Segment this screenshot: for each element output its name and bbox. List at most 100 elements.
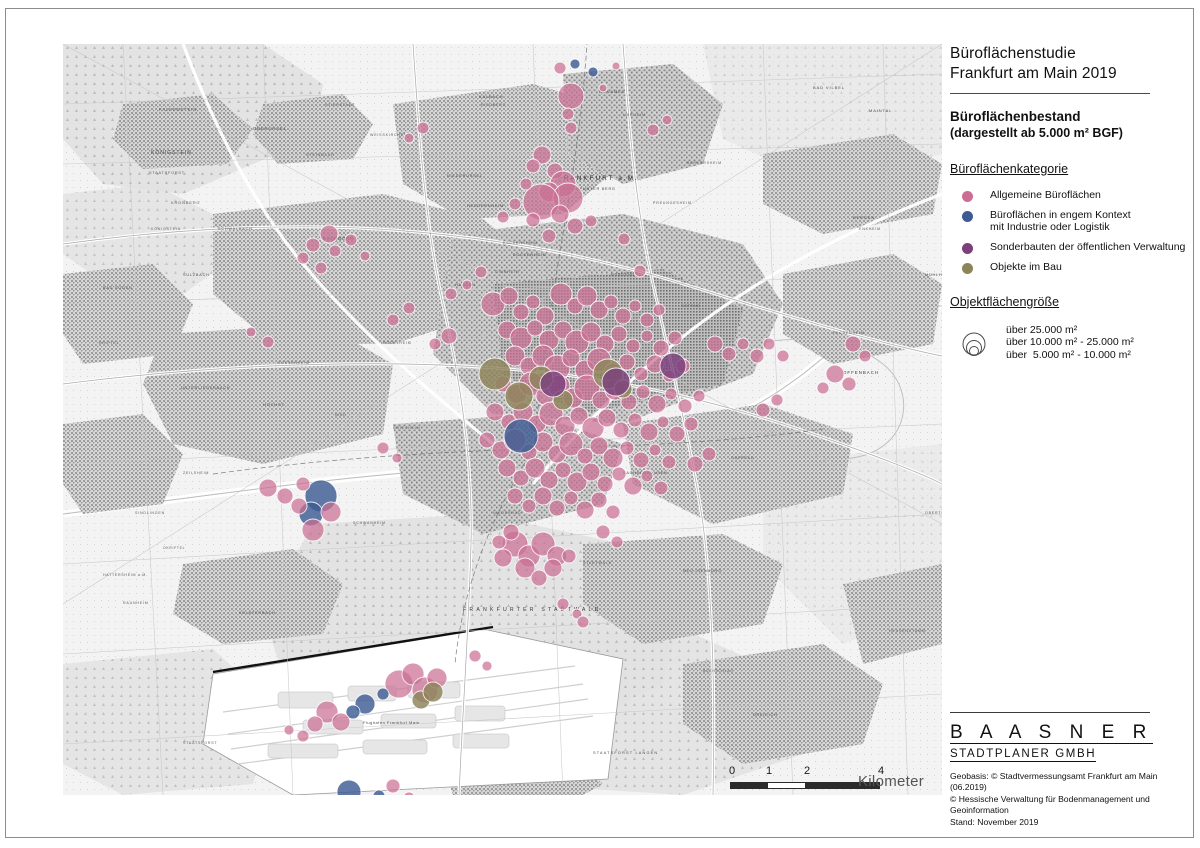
map-bubble[interactable] <box>640 469 654 483</box>
map-bubble[interactable] <box>576 615 590 629</box>
map-bubble[interactable] <box>668 425 686 443</box>
map-bubble[interactable] <box>525 294 541 310</box>
map-bubble[interactable] <box>258 478 278 498</box>
map-bubble[interactable] <box>736 337 750 351</box>
map-bubble[interactable] <box>331 712 351 732</box>
map-bubble[interactable] <box>499 286 519 306</box>
map-bubble[interactable] <box>659 352 687 380</box>
map-bubble[interactable] <box>627 412 643 428</box>
map-bubble[interactable] <box>639 422 659 442</box>
map-bubble[interactable] <box>598 83 608 93</box>
map-bubble[interactable] <box>566 471 588 493</box>
map-bubble[interactable] <box>605 504 621 520</box>
map-bubble[interactable] <box>478 431 496 449</box>
map-bubble[interactable] <box>611 466 627 482</box>
map-bubble[interactable] <box>354 693 376 715</box>
map-bubble[interactable] <box>474 265 488 279</box>
map-bubble[interactable] <box>315 700 339 724</box>
map-bubble[interactable] <box>503 418 539 454</box>
map-bubble[interactable] <box>563 490 579 506</box>
map-bubble[interactable] <box>683 416 699 432</box>
map-bubble[interactable] <box>245 326 257 338</box>
map-bubble[interactable] <box>561 107 575 121</box>
map-bubble[interactable] <box>564 121 578 135</box>
map-bubble[interactable] <box>539 370 567 398</box>
legend-item-verwaltung[interactable]: Sonderbauten der öffentlichen Verwaltung <box>950 241 1190 254</box>
map-bubble[interactable] <box>841 376 857 392</box>
map-bubble[interactable] <box>611 61 621 71</box>
map-bubble[interactable] <box>602 447 624 469</box>
map-bubble[interactable] <box>491 534 507 550</box>
map-bubble[interactable] <box>522 183 560 221</box>
map-bubble-layer[interactable] <box>245 58 872 795</box>
map-bubble[interactable] <box>776 349 790 363</box>
map-bubble[interactable] <box>844 335 862 353</box>
map-bubble[interactable] <box>283 724 295 736</box>
map-bubble[interactable] <box>541 228 557 244</box>
map-bubble[interactable] <box>632 451 650 469</box>
map-bubble[interactable] <box>661 454 677 470</box>
map-bubble[interactable] <box>647 394 667 414</box>
map-bubble[interactable] <box>512 303 530 321</box>
map-bubble[interactable] <box>535 306 555 326</box>
map-bubble[interactable] <box>589 300 609 320</box>
map-bubble[interactable] <box>633 264 647 278</box>
map-bubble[interactable] <box>504 381 534 411</box>
map-bubble[interactable] <box>762 337 776 351</box>
map-bubble[interactable] <box>305 237 321 253</box>
map-bubble[interactable] <box>721 346 737 362</box>
map-bubble[interactable] <box>816 381 830 395</box>
map-bubble[interactable] <box>610 535 624 549</box>
map-bubble[interactable] <box>512 469 530 487</box>
map-bubble[interactable] <box>320 501 342 523</box>
map-bubble[interactable] <box>569 406 589 426</box>
map-bubble[interactable] <box>576 447 594 465</box>
map-bubble[interactable] <box>625 338 641 354</box>
map-bubble[interactable] <box>561 548 577 564</box>
map-bubble[interactable] <box>526 319 544 337</box>
map-bubble[interactable] <box>506 487 524 505</box>
map-bubble[interactable] <box>701 446 717 462</box>
map-bubble[interactable] <box>525 158 541 174</box>
map-bubble[interactable] <box>444 287 458 301</box>
map-bubble[interactable] <box>440 327 458 345</box>
legend-item-industrie[interactable]: Büroflächen in engem Kontext mit Industri… <box>950 209 1190 234</box>
map-bubble[interactable] <box>825 364 845 384</box>
map-bubble[interactable] <box>640 329 654 343</box>
map-bubble[interactable] <box>519 177 533 191</box>
map-bubble[interactable] <box>571 608 583 620</box>
map-bubble[interactable] <box>530 569 548 587</box>
map-bubble[interactable] <box>648 443 662 457</box>
map-bubble[interactable] <box>508 197 522 211</box>
map-bubble[interactable] <box>591 390 611 410</box>
map-bubble[interactable] <box>514 557 536 579</box>
map-bubble[interactable] <box>612 421 630 439</box>
map-bubble[interactable] <box>359 250 371 262</box>
map-bubble[interactable] <box>558 431 584 457</box>
legend-item-bau[interactable]: Objekte im Bau <box>950 261 1190 274</box>
map-bubble[interactable] <box>639 312 655 328</box>
map-bubble[interactable] <box>485 402 505 422</box>
map-bubble[interactable] <box>403 791 415 795</box>
map-bubble[interactable] <box>403 132 415 144</box>
map-bubble[interactable] <box>646 123 660 137</box>
map-bubble[interactable] <box>561 348 581 368</box>
map-bubble[interactable] <box>261 335 275 349</box>
map-bubble[interactable] <box>461 279 473 291</box>
map-bubble[interactable] <box>618 353 636 371</box>
map-bubble[interactable] <box>692 389 706 403</box>
map-bubble[interactable] <box>597 408 617 428</box>
map-bubble[interactable] <box>376 441 390 455</box>
map-bubble[interactable] <box>581 462 601 482</box>
map-bubble[interactable] <box>656 415 670 429</box>
map-bubble[interactable] <box>623 476 643 496</box>
map-bubble[interactable] <box>533 486 553 506</box>
map-bubble[interactable] <box>749 348 765 364</box>
map-bubble[interactable] <box>416 121 430 135</box>
map-bubble[interactable] <box>628 299 642 313</box>
map-bubble[interactable] <box>290 497 308 515</box>
map-bubble[interactable] <box>314 261 328 275</box>
map-bubble[interactable] <box>306 715 324 733</box>
map-bubble[interactable] <box>276 487 294 505</box>
map-bubble[interactable] <box>590 491 608 509</box>
